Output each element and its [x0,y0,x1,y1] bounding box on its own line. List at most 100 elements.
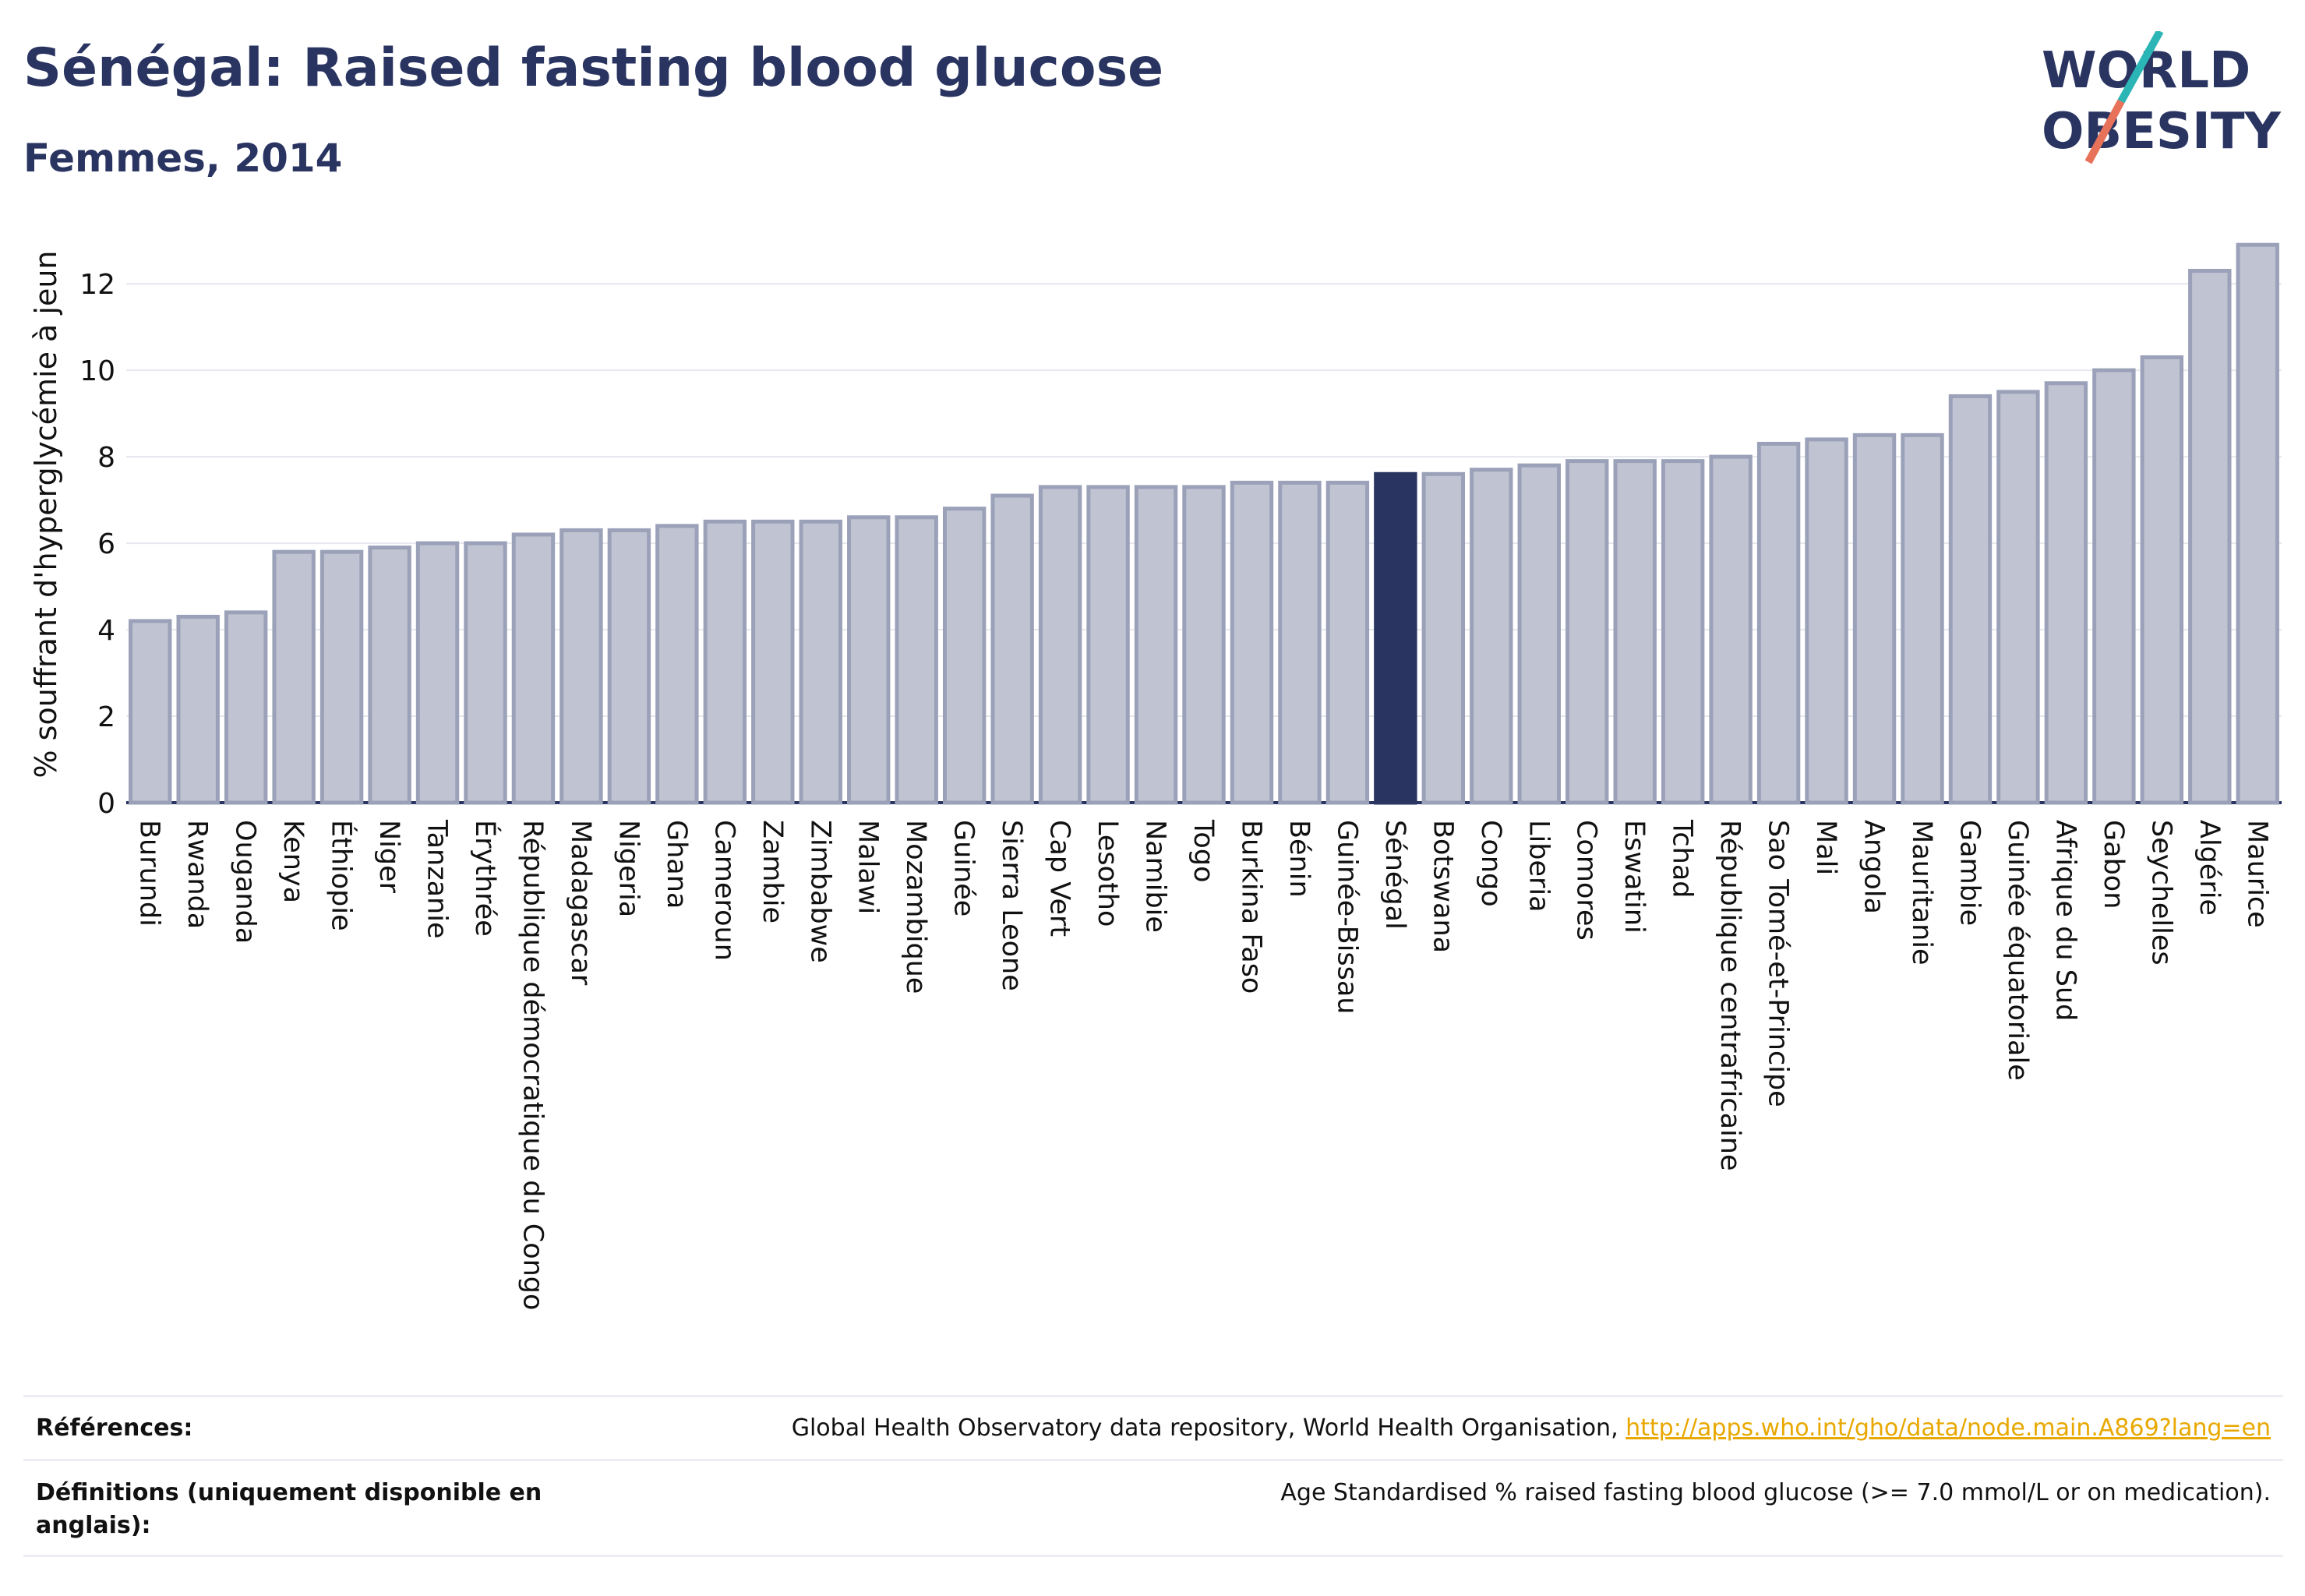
bar[interactable] [1230,480,1274,805]
logo-slash-coral [2084,99,2125,164]
bar[interactable] [559,528,603,805]
bar[interactable] [1805,437,1848,805]
x-tick-label: Malawi [852,820,884,914]
x-tick-label: Sierra Leone [996,820,1027,991]
bar[interactable] [1756,441,1801,805]
definitions-text: Age Standardised % raised fasting blood … [1280,1479,2271,1506]
bar[interactable] [272,549,316,805]
bar[interactable] [1470,468,1513,805]
bar[interactable] [1852,433,1897,805]
bar[interactable] [224,610,268,805]
bar[interactable] [2140,355,2184,805]
bar[interactable] [464,541,507,805]
definitions-row: Définitions (uniquement disponible en an… [23,1477,2283,1547]
bar[interactable] [751,519,795,805]
x-tick-label: Eswatini [1618,820,1650,934]
bar[interactable] [1613,459,1657,805]
page-subtitle: Femmes, 2014 [23,136,343,181]
bar[interactable] [655,524,699,805]
bar[interactable] [368,546,411,805]
x-tick-label: Tanzanie [422,819,453,938]
x-tick-label: Mozambique [900,820,931,994]
bar[interactable] [1278,480,1322,805]
bar[interactable] [1517,463,1561,805]
references-value: Global Health Observatory data repositor… [792,1412,2271,1445]
x-tick-label: République centrafricaine [1714,820,1746,1171]
divider [23,1459,2283,1461]
x-tick-label: Niger [373,820,404,894]
x-tick-label: Ouganda [230,820,261,944]
bar[interactable] [2092,368,2136,805]
bar[interactable] [1901,433,1944,805]
references-label: Références: [36,1414,193,1442]
bar[interactable] [415,541,460,805]
bar[interactable] [1948,394,1993,805]
x-tick-label: Sénégal [1379,820,1410,930]
bar[interactable] [2188,268,2232,805]
bar[interactable] [1086,485,1130,805]
bar[interactable] [1038,485,1082,805]
bar[interactable] [942,507,987,805]
bar[interactable] [1661,459,1705,805]
bar-highlight[interactable] [1374,471,1417,805]
y-tick-label: 10 [79,355,115,387]
x-tick-label: Burkina Faso [1235,820,1266,994]
bar[interactable] [990,493,1034,805]
x-tick-label: Togo [1188,819,1219,882]
x-tick-label: Tchad [1667,819,1698,899]
x-tick-label: Sao Tomé-et-Principe [1763,820,1794,1107]
bar[interactable] [2044,381,2088,805]
x-tick-label: Cameroun [708,820,740,961]
bar-chart: 0 2 4 6 8 10 12 Burundi Rwanda Ouganda Kenya Éthio… [29,242,2282,1310]
bar[interactable] [2236,242,2279,805]
bar[interactable] [847,515,891,805]
x-tick-label: Burundi [134,820,165,927]
references-source: Global Health Observatory data repositor… [791,1414,1626,1442]
y-axis-label: % souffrant d'hyperglycémie à jeun [29,250,63,778]
bar[interactable] [1134,485,1178,805]
bar[interactable] [1996,390,2040,805]
divider [23,1395,2283,1397]
x-tick-label: Lesotho [1092,820,1123,927]
x-tick-label: Liberia [1523,820,1554,913]
x-tick-label: Algérie [2194,820,2225,916]
bar[interactable] [799,519,842,805]
bar[interactable] [703,519,747,805]
x-tick-label: Botswana [1427,820,1458,953]
x-tick-label: Afrique du Sud [2049,820,2081,1021]
world-obesity-logo: WORLD OBESITY [2042,31,2281,164]
x-tick-label: Zambie [757,820,788,923]
bar[interactable] [1325,480,1370,805]
page-title: Sénégal: Raised fasting blood glucose [23,37,1164,99]
x-tick-label: Gambie [1954,820,1985,926]
bar[interactable] [1565,459,1609,805]
x-tick-label: Angola [1858,820,1890,914]
x-tick-labels: Burundi Rwanda Ouganda Kenya Éthiopie Niger Ta… [134,819,2273,1310]
y-tick-label: 8 [97,442,115,474]
logo-slash-teal [2117,31,2164,104]
bar[interactable] [129,619,172,805]
references-row: Références: Global Health Observatory da… [23,1412,2283,1451]
bar[interactable] [511,532,556,805]
bar[interactable] [1709,454,1753,805]
y-tick-label: 4 [97,615,115,647]
x-tick-label: Guinée-Bissau [1331,820,1362,1015]
references-link[interactable]: http://apps.who.int/gho/data/node.main.A… [1626,1414,2271,1442]
x-tick-label: Kenya [277,820,309,903]
y-tick-label: 6 [97,528,115,560]
x-tick-label: Gabon [2098,820,2129,909]
bar[interactable] [895,515,938,805]
x-tick-label: Mauritanie [1906,820,1937,966]
x-tick-label: Congo [1475,820,1506,907]
x-tick-label: Érythrée [469,820,502,937]
bar[interactable] [607,528,651,805]
bar[interactable] [176,614,220,805]
x-tick-label: Éthiopie [326,820,358,931]
bar[interactable] [1182,485,1226,805]
x-tick-label: Cap Vert [1044,820,1075,937]
x-tick-label: Ghana [661,820,692,909]
bar[interactable] [319,549,364,805]
x-tick-label: Mali [1810,820,1841,875]
bar[interactable] [1421,471,1466,805]
y-tick-label: 0 [97,788,115,820]
